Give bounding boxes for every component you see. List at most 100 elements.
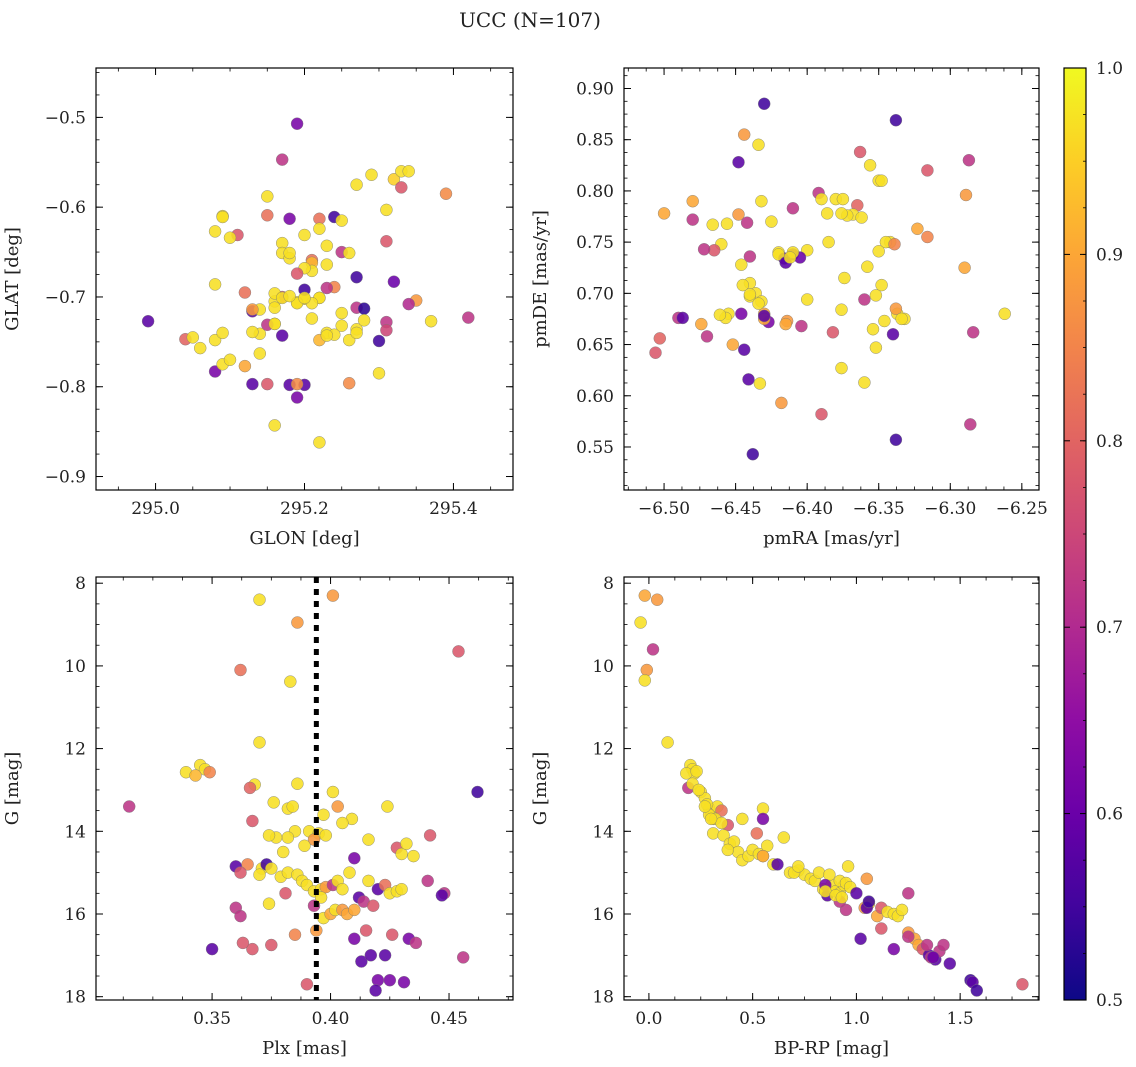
y-tick-label: 12 <box>592 740 614 760</box>
y-tick-label: 10 <box>592 657 614 677</box>
data-point <box>959 188 973 202</box>
data-point <box>380 203 393 217</box>
data-point <box>967 326 980 339</box>
x-tick-label: 0.45 <box>430 1009 468 1029</box>
data-point <box>850 887 863 900</box>
data-point <box>735 307 748 320</box>
data-point <box>343 246 356 260</box>
data-point <box>698 800 712 813</box>
data-point <box>715 816 728 830</box>
data-point <box>216 326 229 340</box>
y-tick-label: 18 <box>64 988 86 1008</box>
data-point <box>888 237 901 251</box>
data-point <box>386 928 399 941</box>
data-point <box>313 222 326 235</box>
data-point <box>291 616 304 629</box>
data-point <box>246 814 259 828</box>
data-point <box>697 243 711 256</box>
axes-frame <box>95 67 514 491</box>
data-point <box>277 845 290 859</box>
data-point <box>262 829 276 842</box>
y-tick-label: 10 <box>64 657 86 677</box>
data-point <box>335 214 348 227</box>
data-point <box>795 319 808 333</box>
data-point <box>268 419 281 432</box>
data-point <box>756 849 770 863</box>
data-point <box>889 113 903 127</box>
data-point <box>726 338 739 351</box>
data-point <box>786 202 800 215</box>
data-point <box>298 839 311 852</box>
data-point <box>721 843 734 857</box>
data-point <box>720 217 734 230</box>
data-point <box>362 833 375 846</box>
data-point <box>186 331 200 344</box>
data-point <box>638 674 651 687</box>
data-point <box>335 306 348 320</box>
data-point <box>858 376 871 389</box>
data-point <box>863 159 877 172</box>
data-point <box>964 418 977 431</box>
data-point <box>357 302 371 315</box>
colorbar-tick-label: 0.5 <box>1096 991 1123 1011</box>
data-point <box>246 325 259 339</box>
data-point <box>686 213 699 226</box>
y-tick-label: −0.5 <box>45 108 86 128</box>
data-point <box>439 187 453 200</box>
data-point <box>841 860 855 873</box>
data-point <box>792 860 805 873</box>
x-tick-label: 295.4 <box>429 499 478 519</box>
data-point <box>193 341 207 355</box>
data-point <box>283 246 296 260</box>
data-point <box>288 928 302 941</box>
data-point <box>208 225 222 238</box>
data-point <box>348 903 361 917</box>
data-point <box>471 785 484 799</box>
y-tick-label: 8 <box>75 574 86 594</box>
data-point <box>821 207 834 220</box>
data-point <box>400 837 413 850</box>
data-point <box>365 168 378 182</box>
y-tick-label: 18 <box>592 988 614 1008</box>
y-tick-label: 0.85 <box>576 131 614 151</box>
figure-title: UCC (N=107) <box>459 8 601 32</box>
data-point <box>835 303 848 316</box>
data-point <box>313 436 326 449</box>
points-glon-glat <box>141 117 475 449</box>
data-point <box>937 938 950 952</box>
data-point <box>927 951 940 964</box>
data-point <box>869 341 883 354</box>
data-point <box>962 153 976 167</box>
data-point <box>122 800 136 813</box>
data-point <box>735 258 748 271</box>
data-point <box>943 957 956 970</box>
data-point <box>290 391 304 404</box>
data-point <box>740 216 754 229</box>
data-point <box>815 192 828 206</box>
x-tick-label: 295.0 <box>131 499 180 519</box>
data-point <box>815 408 828 421</box>
data-point <box>457 951 470 964</box>
data-point <box>326 785 340 799</box>
data-point <box>736 812 749 826</box>
data-point <box>348 932 361 945</box>
data-point <box>732 155 745 169</box>
data-point <box>284 675 297 688</box>
data-point <box>343 866 356 879</box>
data-point <box>253 347 266 360</box>
data-point <box>336 816 349 830</box>
data-point <box>738 128 751 141</box>
data-point <box>402 297 415 311</box>
y-tick-label: 0.80 <box>576 182 614 202</box>
data-point <box>265 862 278 875</box>
data-point <box>783 251 797 264</box>
data-point <box>291 777 304 790</box>
data-point <box>869 289 883 302</box>
y-tick-label: 14 <box>64 822 86 842</box>
data-point <box>234 663 247 677</box>
data-point <box>822 235 835 249</box>
data-point <box>261 377 274 391</box>
colorbar-tick-label: 1.0 <box>1096 59 1123 79</box>
data-point <box>835 361 848 375</box>
